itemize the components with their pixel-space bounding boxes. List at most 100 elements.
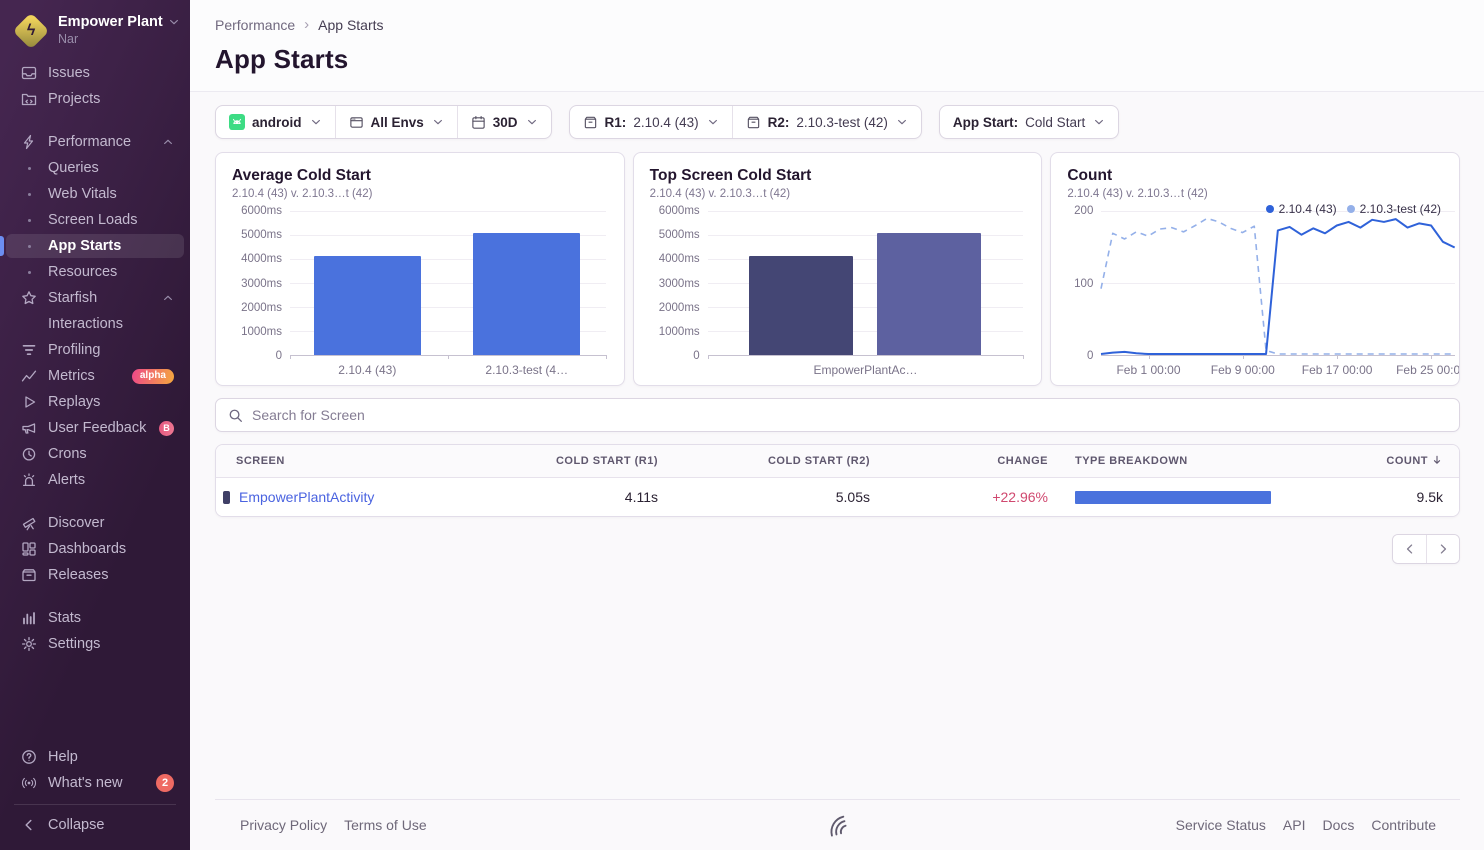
help-icon <box>20 749 38 765</box>
sidebar-item-interactions[interactable]: Interactions <box>6 312 184 336</box>
sidebar-item-profiling[interactable]: Profiling <box>6 338 184 362</box>
filter-group-release-filters: R1: 2.10.4 (43) R2: 2.10.3-test (42) <box>568 105 922 139</box>
screens-table: SCREEN COLD START (R1) COLD START (R2) CHAN… <box>215 444 1460 517</box>
search-icon <box>228 408 243 423</box>
org-name: Empower Plant <box>58 14 163 30</box>
android-icon <box>229 114 245 130</box>
sidebar-item-stats[interactable]: Stats <box>6 606 184 630</box>
bar-2-10-3-test-4 <box>473 232 581 355</box>
sidebar-item-queries[interactable]: Queries <box>6 156 184 180</box>
discover-icon <box>20 515 38 531</box>
y-axis-label: 0 <box>693 350 700 362</box>
breakdown-bar <box>1075 490 1271 504</box>
page-header: Performance › App Starts App Starts <box>190 0 1484 92</box>
chevron-down-icon <box>896 116 908 128</box>
bullet-icon <box>20 270 38 274</box>
sidebar-item-starfish[interactable]: Starfish <box>6 286 184 310</box>
sidebar-item-web-vitals[interactable]: Web Vitals <box>6 182 184 206</box>
sidebar-item-what-s-new[interactable]: What's new 2 <box>6 770 184 796</box>
filter-prefix: R2: <box>767 114 790 130</box>
bolt-icon: ϟ <box>26 22 36 39</box>
sidebar-item-alerts[interactable]: Alerts <box>6 468 184 492</box>
release-2-filter[interactable]: R2: 2.10.3-test (42) <box>731 106 921 138</box>
legend-item-2-10-4-43[interactable]: 2.10.4 (43) <box>1265 202 1337 216</box>
cold-start-r1-cell: 4.11s <box>624 489 658 505</box>
filter-value: 2.10.3-test (42) <box>796 114 888 130</box>
y-axis-label: 4000ms <box>658 253 700 266</box>
sidebar-item-label: Resources <box>48 264 118 280</box>
next-page-button[interactable] <box>1426 535 1459 563</box>
chart-plot <box>290 211 607 359</box>
sidebar-item-collapse[interactable]: Collapse <box>6 813 184 837</box>
org-switcher[interactable]: ϟ Empower Plant Nar <box>0 12 190 60</box>
chevron-down-icon <box>168 16 180 28</box>
sidebar-item-discover[interactable]: Discover <box>6 511 184 535</box>
sidebar-item-replays[interactable]: Replays <box>6 390 184 414</box>
column-label: CHANGE <box>997 455 1048 467</box>
page-title: App Starts <box>215 44 349 74</box>
y-axis-label: 0 <box>275 350 282 362</box>
sidebar-item-projects[interactable]: Projects <box>6 87 184 111</box>
x-axis-label: Feb 1 00:00 <box>1116 363 1181 377</box>
column-header-cold-start-r1[interactable]: COLD START (R1) <box>518 455 658 467</box>
chevron-up-icon <box>162 292 174 304</box>
page-content: android All Envs 30D R1: 2.10.4 (43) R2: 2.10.… <box>190 92 1484 850</box>
app-start-type-filter[interactable]: App Start: Cold Start <box>940 106 1118 138</box>
legend-item-2-10-3-test-42[interactable]: 2.10.3-test (42) <box>1346 202 1441 216</box>
sidebar-item-metrics[interactable]: Metrics alpha <box>6 364 184 388</box>
sidebar-item-releases[interactable]: Releases <box>6 563 184 587</box>
column-header-screen[interactable]: SCREEN <box>216 455 518 467</box>
sentry-logo[interactable] <box>823 811 853 839</box>
sidebar-item-settings[interactable]: Settings <box>6 632 184 656</box>
sidebar-item-help[interactable]: Help <box>6 745 184 769</box>
breadcrumb-app-starts[interactable]: App Starts <box>318 16 384 33</box>
legend-label: 2.10.4 (43) <box>1278 202 1337 216</box>
sidebar-item-label: Alerts <box>48 472 86 488</box>
footer-link-docs[interactable]: Docs <box>1322 817 1355 833</box>
footer-link-service-status[interactable]: Service Status <box>1175 817 1266 833</box>
sidebar-item-label: App Starts <box>48 238 122 254</box>
footer-link-terms-of-use[interactable]: Terms of Use <box>344 817 427 833</box>
footer-link-api[interactable]: API <box>1282 817 1306 833</box>
chart-card-top-screen-cold-start: Top Screen Cold Start 2.10.4 (43) v. 2.10… <box>632 152 1043 386</box>
footer-link-privacy-policy[interactable]: Privacy Policy <box>240 817 328 833</box>
previous-page-button[interactable] <box>1393 535 1426 563</box>
calendar-icon <box>471 115 486 130</box>
screen-link[interactable]: EmpowerPlantActivity <box>239 489 375 505</box>
collapse-icon <box>20 817 38 833</box>
release-1-filter[interactable]: R1: 2.10.4 (43) <box>570 106 732 138</box>
column-header-type-breakdown[interactable]: TYPE BREAKDOWN <box>1048 455 1288 467</box>
chart-legend: 2.10.4 (43) 2.10.3-test (42) <box>1265 202 1441 216</box>
sidebar-item-crons[interactable]: Crons <box>6 442 184 466</box>
x-axis-label: EmpowerPlantAc… <box>813 363 918 377</box>
sidebar-item-issues[interactable]: Issues <box>6 61 184 85</box>
org-logo: ϟ <box>12 12 50 50</box>
column-header-cold-start-r2[interactable]: COLD START (R2) <box>658 455 870 467</box>
performance-icon <box>20 134 38 150</box>
table-row-empowerplantactivity[interactable]: EmpowerPlantActivity 4.11s 5.05s +22.96% 9.5… <box>216 478 1459 516</box>
y-axis-label: 6000ms <box>658 205 700 217</box>
sidebar-item-app-starts[interactable]: App Starts <box>0 234 184 258</box>
sidebar-item-label: Discover <box>48 515 105 531</box>
filter-value: android <box>252 114 302 130</box>
column-label: COLD START (R1) <box>555 455 658 467</box>
search-input[interactable] <box>252 407 1447 423</box>
column-header-count[interactable]: COUNT <box>1288 454 1459 469</box>
sidebar-item-screen-loads[interactable]: Screen Loads <box>6 208 184 232</box>
sidebar-item-user-feedback[interactable]: User Feedback B <box>6 416 184 440</box>
sidebar-item-label: Interactions <box>48 316 123 332</box>
footer-link-contribute[interactable]: Contribute <box>1371 817 1436 833</box>
environment-filter[interactable]: All Envs <box>334 106 457 138</box>
breadcrumb-performance[interactable]: Performance <box>215 16 296 33</box>
project-filter[interactable]: android <box>216 106 335 138</box>
sidebar-item-performance[interactable]: Performance <box>6 130 184 154</box>
date-range-filter[interactable]: 30D <box>456 106 551 138</box>
chevron-down-icon <box>310 116 322 128</box>
filter-prefix: R1: <box>604 114 627 130</box>
issues-icon <box>20 65 38 81</box>
sidebar-item-resources[interactable]: Resources <box>6 260 184 284</box>
column-label: COUNT <box>1386 455 1428 467</box>
column-header-change[interactable]: CHANGE <box>870 455 1048 467</box>
sidebar-item-dashboards[interactable]: Dashboards <box>6 537 184 561</box>
